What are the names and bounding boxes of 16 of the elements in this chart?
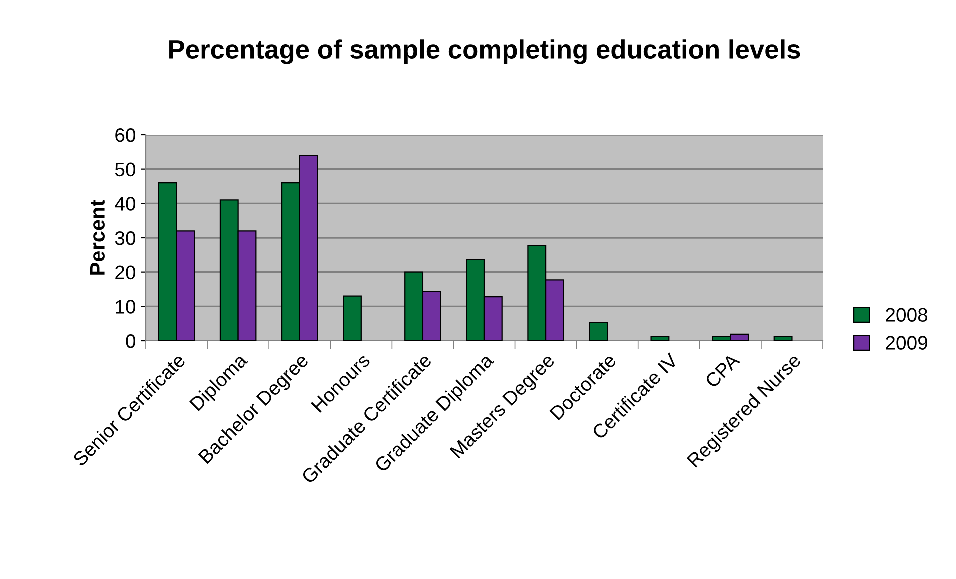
y-tick-label: 0	[126, 334, 136, 348]
bar	[774, 336, 793, 341]
y-tick-label: 20	[116, 266, 136, 280]
bar	[650, 336, 670, 341]
y-tick-label: 10	[116, 300, 136, 314]
y-tick-label: 50	[115, 162, 136, 177]
legend-label: 2008	[886, 308, 928, 322]
x-tick-label: CPA	[704, 352, 741, 389]
bar	[589, 322, 608, 341]
bar	[343, 296, 362, 341]
y-tick-label: 40	[115, 197, 136, 211]
chart-title: Percentage of sample completing education levels	[170, 40, 800, 64]
y-tick-label: 30	[115, 231, 136, 246]
y-axis-title: Percent	[90, 200, 105, 275]
y-tick-label: 60	[116, 128, 136, 142]
legend-label: 2009	[886, 336, 928, 350]
